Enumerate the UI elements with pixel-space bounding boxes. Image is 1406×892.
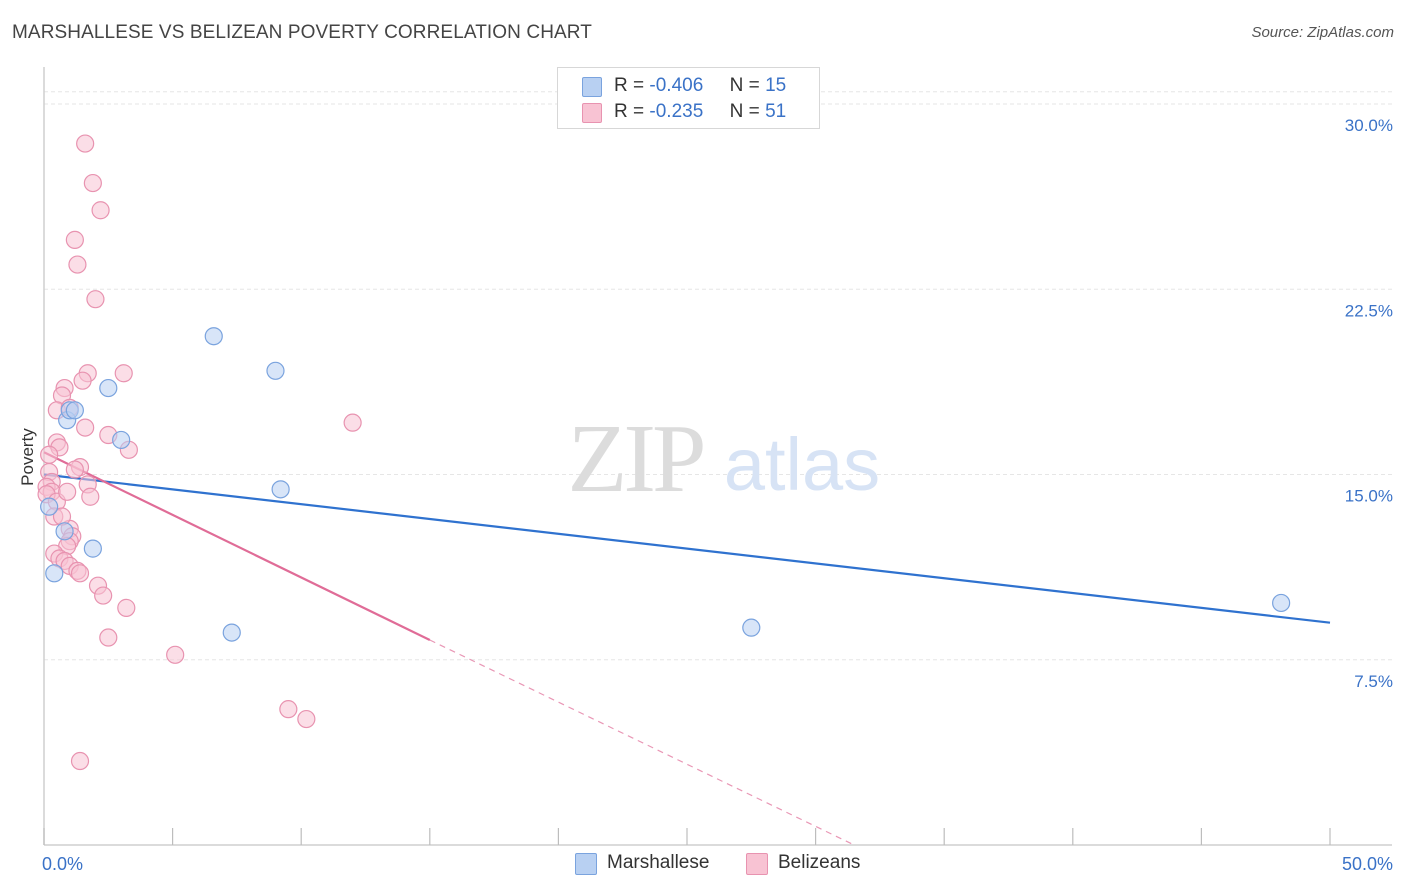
belizean-point [65, 230, 84, 249]
marshallese-point [99, 378, 118, 398]
marshallese-point [112, 430, 131, 450]
belizean-trend-line [43, 451, 431, 641]
belizean-point [343, 413, 362, 432]
belizean-legend-label: Belizeans [778, 852, 861, 873]
belizean-point [70, 751, 90, 771]
grid-lines [44, 91, 1392, 661]
legend-text-marshallese: R = -0.406 N = 15 [614, 75, 786, 97]
axes [43, 67, 1392, 846]
y-axis-label: Poverty [18, 428, 37, 486]
marshallese-point [204, 327, 223, 346]
marshallese-swatch [582, 77, 602, 97]
marshallese-point [266, 361, 285, 380]
y-tick-label: 15.0% [1345, 487, 1393, 506]
watermark-atlas: atlas [724, 423, 880, 506]
r-label: R = [614, 101, 645, 122]
belizean-point [279, 700, 298, 719]
belizean-point [91, 201, 110, 220]
belizean-trend-extension [429, 639, 855, 846]
belizean-point [76, 134, 95, 153]
belizean-swatch [582, 103, 602, 123]
marshallese-point [55, 522, 74, 541]
marshallese-point [40, 497, 59, 516]
r-label: R = [614, 75, 645, 96]
x-tick-label: 50.0% [1342, 854, 1393, 874]
belizean-point [58, 482, 77, 501]
marshallese-point [65, 401, 84, 420]
n-label: N = [729, 75, 760, 96]
belizean-point [83, 173, 102, 193]
belizean-point [166, 645, 185, 664]
trend-lines [43, 451, 1331, 846]
tick-labels: 7.5% 15.0% 22.5% 30.0% 0.0% 50.0% [42, 116, 1393, 874]
watermark-zip: ZIP [568, 405, 703, 513]
belizean-point [40, 445, 59, 464]
belizean-point [117, 598, 136, 617]
belizean-point [70, 564, 90, 583]
marshallese-legend-swatch [575, 853, 597, 875]
source-label: Source: ZipAtlas.com [1251, 24, 1394, 41]
n-value-marshallese: 15 [765, 75, 787, 96]
r-value-belizeans: -0.235 [649, 101, 704, 122]
belizean-point [86, 290, 105, 309]
marshallese-point [45, 564, 64, 583]
belizean-point [68, 255, 87, 274]
n-label: N = [729, 101, 760, 122]
belizean-point [94, 586, 113, 605]
correlation-legend: R = -0.406 N = 15 R = -0.235 N = 51 [557, 67, 820, 129]
marshallese-point [742, 618, 761, 637]
marshallese-trend-line [43, 473, 1331, 624]
legend-text-belizeans: R = -0.235 N = 51 [614, 101, 786, 123]
data-points [37, 134, 1291, 771]
belizean-legend-swatch [746, 853, 768, 875]
r-value-marshallese: -0.406 [649, 75, 704, 96]
marshallese-point [222, 623, 241, 642]
n-value-belizeans: 51 [765, 101, 787, 122]
belizean-point [99, 628, 118, 647]
belizean-point [114, 364, 133, 383]
belizean-point [297, 709, 316, 729]
y-tick-label: 30.0% [1345, 116, 1393, 135]
y-tick-label: 22.5% [1345, 301, 1393, 320]
belizean-point [65, 460, 84, 479]
x-tick-label: 0.0% [42, 854, 83, 874]
belizean-point [73, 371, 92, 390]
y-tick-label: 7.5% [1354, 672, 1393, 691]
watermark: ZIP atlas [568, 405, 881, 513]
belizean-point [76, 418, 95, 437]
marshallese-point [1272, 593, 1291, 613]
marshallese-point [271, 480, 290, 499]
marshallese-point [83, 539, 102, 558]
marshallese-legend-label: Marshallese [607, 852, 710, 873]
belizean-point [81, 487, 100, 506]
chart-title: MARSHALLESE VS BELIZEAN POVERTY CORRELAT… [12, 22, 592, 43]
series-legend: Marshallese Belizeans [0, 852, 1406, 878]
